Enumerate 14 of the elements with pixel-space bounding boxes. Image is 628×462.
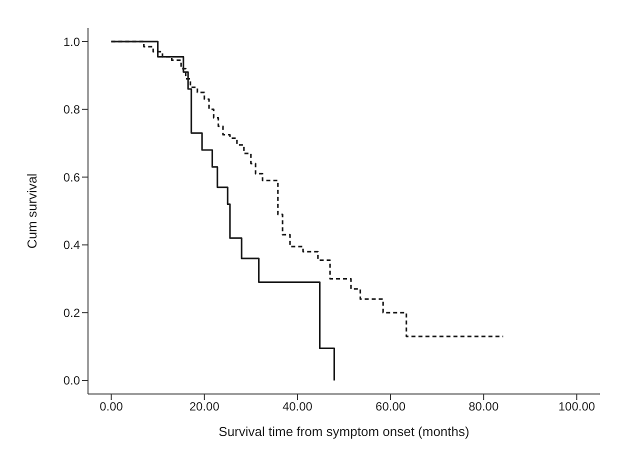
- y-tick-label: 0.8: [63, 102, 80, 117]
- x-tick-label: 40.00: [282, 400, 313, 414]
- y-tick-label: 0.2: [63, 306, 80, 320]
- y-tick-label: 0.0: [63, 374, 80, 388]
- x-tick-label: 60.00: [376, 400, 406, 414]
- x-tick-label: 100.00: [558, 400, 596, 414]
- y-tick-label: 0.6: [63, 170, 80, 184]
- x-tick-label: 80.00: [468, 400, 499, 414]
- y-axis-title: Cum survival: [24, 173, 40, 249]
- x-tick-label: 20.00: [189, 400, 220, 414]
- x-tick-label: 0.00: [100, 400, 124, 414]
- y-tick-label: 1.0: [63, 34, 80, 49]
- y-tick-label: 0.4: [63, 238, 80, 252]
- x-axis-title: Survival time from symptom onset (months): [218, 424, 470, 439]
